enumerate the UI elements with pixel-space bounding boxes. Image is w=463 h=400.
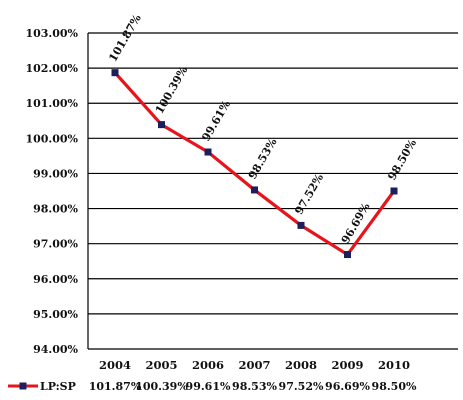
y-tick-label: 101.00% (25, 97, 78, 110)
y-tick-label: 100.00% (25, 132, 78, 145)
y-tick-label: 98.00% (33, 203, 78, 216)
table-value: 96.69% (325, 380, 370, 393)
table-value: 99.61% (186, 380, 231, 393)
x-tick-label: 2006 (192, 358, 224, 372)
table-value: 98.53% (232, 380, 277, 393)
x-tick-label: 2008 (285, 358, 317, 372)
data-label: 101.87% (106, 12, 144, 64)
legend-series-name: LP:SP (40, 380, 76, 393)
table-value: 98.50% (372, 380, 417, 393)
x-tick-label: 2010 (378, 358, 410, 372)
data-point (251, 186, 258, 194)
y-tick-label: 96.00% (33, 273, 78, 286)
table-value: 100.39% (135, 380, 188, 393)
table-value: 101.87% (89, 380, 142, 393)
data-label: 98.50% (385, 137, 419, 183)
data-label: 98.53% (246, 136, 280, 182)
y-tick-label: 97.00% (33, 238, 78, 251)
data-label: 99.61% (199, 98, 233, 144)
data-point (390, 187, 398, 195)
data-point (158, 121, 165, 129)
x-tick-label: 2004 (99, 358, 131, 372)
x-tick-label: 2009 (331, 358, 363, 372)
data-point (344, 251, 351, 259)
y-tick-label: 103.00% (25, 27, 78, 40)
data-label: 100.39% (153, 64, 191, 116)
y-tick-label: 99.00% (33, 167, 78, 180)
data-label: 97.52% (292, 171, 326, 217)
data-point (111, 69, 119, 77)
y-tick-label: 102.00% (25, 62, 78, 75)
x-tick-label: 2005 (145, 358, 177, 372)
data-label: 96.69% (339, 200, 373, 246)
legend-marker (19, 382, 27, 390)
y-tick-label: 94.00% (33, 343, 78, 356)
table-value: 97.52% (279, 380, 324, 393)
x-tick-label: 2007 (238, 358, 270, 372)
y-tick-label: 95.00% (33, 308, 78, 321)
data-point (297, 221, 305, 229)
data-point (204, 148, 212, 156)
